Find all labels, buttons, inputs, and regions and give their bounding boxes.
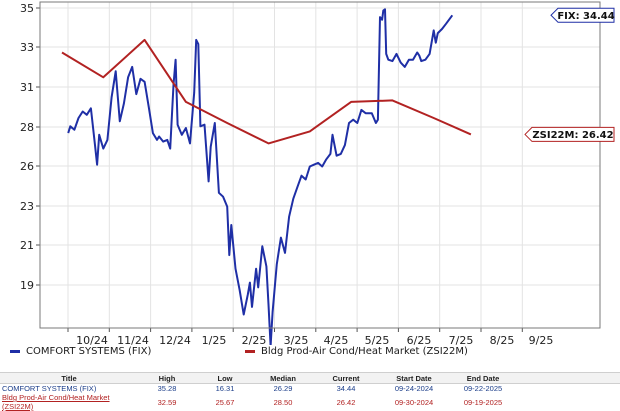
- stats-cell-title: Bldg Prod-Air Cond/Heat Market (ZSI22M): [2, 393, 110, 411]
- y-tick-label: 23: [20, 200, 34, 213]
- stats-cell-median: 28.50: [273, 397, 293, 407]
- stats-cell-end-date: 09-19-2025: [463, 397, 503, 407]
- x-tick-label: 8/25: [490, 334, 515, 345]
- x-tick-label: 5/25: [365, 334, 390, 345]
- stats-header-title: Title: [0, 372, 138, 384]
- stats-cell-low: 16.31: [215, 384, 235, 393]
- legend-item-fix: COMFORT SYSTEMS (FIX): [10, 346, 151, 357]
- stats-cell-current: 34.44: [336, 384, 356, 393]
- stats-cell-start-date: 09-30-2024: [394, 397, 434, 407]
- stats-header-row: Title High Low Median Current Start Date…: [0, 372, 620, 384]
- stats-cell-spacer: [518, 384, 620, 394]
- stats-cell-median: 26.29: [273, 384, 293, 393]
- y-tick-label: 35: [20, 2, 34, 15]
- y-tick-label: 31: [20, 81, 34, 94]
- stats-header-median: Median: [254, 372, 312, 384]
- stats-cell-high: 35.28: [157, 384, 177, 393]
- price-chart: 35 33 31 28 26 23 21 19 10/24 11/24 12/24 1/25 2/25…: [20, 1, 615, 345]
- legend-label-fix: COMFORT SYSTEMS (FIX): [26, 346, 152, 357]
- table-row: Bldg Prod-Air Cond/Heat Market (ZSI22M) …: [0, 393, 620, 411]
- x-tick-label: 3/25: [284, 334, 309, 345]
- stats-header-low: Low: [196, 372, 254, 384]
- stats-cell-start-date: 09-24-2024: [394, 384, 434, 393]
- x-tick-label: 12/24: [159, 334, 191, 345]
- callout-fix: FIX: 34.44: [550, 7, 615, 23]
- stats-header-high: High: [138, 372, 196, 384]
- x-tick-label: 2/25: [242, 334, 267, 345]
- legend: COMFORT SYSTEMS (FIX) Bldg Prod-Air Cond…: [10, 346, 610, 360]
- y-tick-label: 28: [20, 121, 34, 134]
- stats-cell-low: 25.67: [215, 397, 235, 407]
- y-tick-label: 33: [20, 41, 34, 54]
- stats-header-spacer: [518, 372, 620, 384]
- stats-cell-title: COMFORT SYSTEMS (FIX): [2, 384, 97, 393]
- x-tick-label: 11/24: [117, 334, 149, 345]
- x-tick-label: 10/24: [76, 334, 108, 345]
- x-axis-ticks: 10/24 11/24 12/24 1/25 2/25 3/25 4/25 5/25 6/25 7…: [67, 328, 554, 345]
- stats-cell-high: 32.59: [157, 397, 177, 407]
- series-callouts: FIX: 34.44 ZSI22M: 26.42: [524, 7, 615, 142]
- legend-item-zsi22m: Bldg Prod-Air Cond/Heat Market (ZSI22M): [245, 346, 468, 357]
- stats-header-end-date: End Date: [448, 372, 518, 384]
- legend-label-zsi22m: Bldg Prod-Air Cond/Heat Market (ZSI22M): [261, 346, 468, 357]
- table-row: COMFORT SYSTEMS (FIX) 35.28 16.31 26.29 …: [0, 384, 620, 394]
- series-line-fix: [67, 8, 454, 345]
- y-axis-ticks: 35 33 31 28 26 23 21 19: [20, 2, 40, 292]
- series-lines: [61, 8, 472, 345]
- x-tick-label: 4/25: [324, 334, 349, 345]
- x-tick-label: 1/25: [202, 334, 227, 345]
- legend-swatch-zsi22m: [245, 349, 255, 353]
- plot-frame: [39, 1, 601, 329]
- stats-table: Title High Low Median Current Start Date…: [0, 372, 620, 411]
- y-tick-label: 19: [20, 279, 34, 292]
- callout-label: ZSI22M: 26.42: [532, 130, 613, 141]
- legend-swatch-fix: [10, 349, 20, 353]
- x-tick-label: 6/25: [407, 334, 432, 345]
- callout-box: [524, 126, 615, 142]
- stats-cell-current: 26.42: [336, 397, 356, 407]
- callout-box: [550, 7, 615, 23]
- callout-label: FIX: 34.44: [557, 11, 614, 22]
- stats-header-start-date: Start Date: [380, 372, 448, 384]
- y-tick-label: 26: [20, 160, 34, 173]
- y-tick-label: 21: [20, 239, 34, 252]
- x-tick-label: 7/25: [449, 334, 474, 345]
- x-tick-label: 9/25: [529, 334, 554, 345]
- stats-cell-end-date: 09-22-2025: [463, 384, 503, 393]
- stats-header-current: Current: [312, 372, 380, 384]
- callout-zsi22m: ZSI22M: 26.42: [524, 126, 615, 142]
- series-line-zsi22m: [61, 38, 472, 145]
- stats-cell-spacer: [518, 393, 620, 411]
